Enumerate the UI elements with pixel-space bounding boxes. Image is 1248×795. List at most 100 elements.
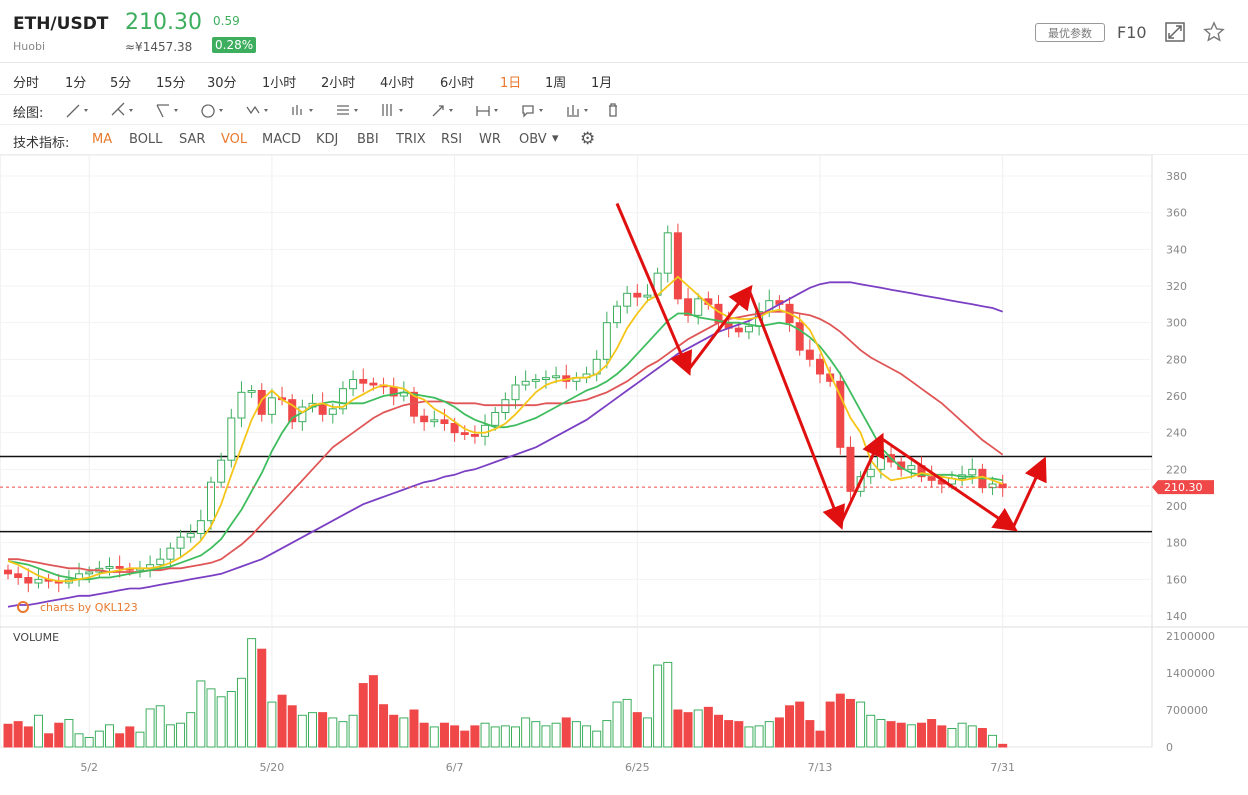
chart-area[interactable]: 140 160 180 200 220 240 260 280 300 320 340 360 380 0…: [0, 154, 1248, 791]
volume-bar: [977, 728, 987, 748]
volume-bar: [125, 726, 135, 748]
volume-bar: [287, 705, 297, 748]
indicator-sar[interactable]: SAR: [179, 132, 206, 147]
candle-body: [684, 298, 693, 316]
annotation-arrow: [747, 289, 845, 530]
price-chart[interactable]: 140 160 180 200 220 240 260 280 300 320 340 360 380 0…: [0, 154, 1248, 791]
volume-bar: [785, 705, 795, 748]
star-icon[interactable]: [1203, 21, 1225, 43]
timeframe-6[interactable]: 2小时: [321, 76, 356, 91]
timeframe-0[interactable]: 分时: [13, 76, 40, 91]
annotation-arrow: [1011, 456, 1047, 529]
price-change-percent: 0.28%: [212, 37, 257, 53]
indicator-more-icon[interactable]: ▾: [552, 131, 559, 146]
annotation-arrow: [686, 284, 753, 372]
candle-body: [531, 379, 540, 382]
candle-body: [613, 305, 621, 324]
timeframe-1[interactable]: 1分: [65, 76, 87, 91]
f10-button[interactable]: F10: [1117, 23, 1147, 42]
candle-body: [156, 558, 165, 566]
candle-body: [338, 388, 347, 410]
timeframe-9[interactable]: 1日: [500, 76, 522, 91]
optimal-params-button[interactable]: 最优参数: [1035, 23, 1105, 42]
volume-bar: [500, 725, 510, 748]
candle-body: [673, 232, 682, 300]
volume-bar: [795, 701, 805, 748]
timeframe-3[interactable]: 15分: [156, 76, 186, 91]
volume-bar: [693, 709, 703, 748]
wave-tool-icon[interactable]: [246, 105, 268, 115]
candle-body: [744, 325, 753, 333]
volume-bar: [551, 722, 561, 748]
candle-body: [511, 384, 520, 401]
arrow-tool-icon[interactable]: [432, 105, 453, 117]
indicator-boll[interactable]: BOLL: [129, 132, 163, 147]
candle-body: [430, 419, 439, 423]
settings-gear-icon[interactable]: ⚙: [580, 129, 596, 149]
candle-body: [663, 232, 672, 274]
candle-body: [328, 408, 337, 415]
date-tick-label: 6/25: [625, 761, 650, 774]
ma30-line: [8, 310, 1004, 573]
volume-bar: [348, 714, 358, 748]
drawing-tools: [66, 102, 617, 118]
candle-body: [34, 578, 43, 584]
timeframe-5[interactable]: 1小时: [262, 76, 297, 91]
candle-body: [897, 461, 906, 470]
gann-tool-icon[interactable]: [382, 104, 403, 116]
volume-bar: [988, 734, 998, 748]
timeframe-10[interactable]: 1周: [545, 76, 567, 91]
indicator-ma[interactable]: MA: [92, 132, 113, 147]
timeframe-2[interactable]: 5分: [110, 76, 132, 91]
indicator-bbi[interactable]: BBI: [357, 132, 379, 147]
fullscreen-icon[interactable]: [1165, 22, 1185, 42]
channel-tool-icon[interactable]: [156, 104, 178, 118]
text-tool-icon[interactable]: [522, 105, 543, 118]
volume-bar: [409, 709, 419, 748]
price-tick-label: 340: [1166, 243, 1187, 256]
candle-body: [257, 390, 266, 415]
candle-body: [359, 379, 368, 384]
volume-tick-label: 0: [1166, 741, 1173, 754]
timeframe-8[interactable]: 6小时: [440, 76, 475, 91]
watermark-logo-icon: [17, 601, 29, 613]
price-tick-label: 240: [1166, 427, 1187, 440]
volume-bar: [3, 723, 13, 748]
line-tool-icon[interactable]: [66, 104, 88, 118]
date-tick-label: 7/31: [990, 761, 1015, 774]
fibonacci-tool-icon[interactable]: [337, 105, 358, 115]
volume-bar: [13, 721, 23, 748]
delete-tool-icon[interactable]: [609, 103, 617, 117]
annotation-arrow: [838, 432, 885, 525]
indicator-tool-icon[interactable]: [567, 105, 588, 117]
volume-bar: [490, 726, 500, 748]
pair-symbol: ETH/USDT: [13, 14, 109, 34]
annotation-arrow: [615, 202, 693, 376]
indicator-rsi[interactable]: RSI: [441, 132, 463, 147]
volume-bar: [896, 722, 906, 748]
timeframe-7[interactable]: 4小时: [380, 76, 415, 91]
volume-bar: [592, 730, 602, 748]
shape-tool-icon[interactable]: [201, 104, 223, 118]
indicator-trix[interactable]: TRIX: [396, 132, 426, 147]
indicator-macd[interactable]: MACD: [262, 132, 301, 147]
indicator-obv[interactable]: OBV: [519, 132, 547, 147]
volume-bar: [54, 722, 64, 748]
volume-bar: [64, 719, 74, 748]
timeframe-11[interactable]: 1月: [591, 76, 613, 91]
candle-body: [552, 375, 561, 379]
pattern-tool-icon[interactable]: [292, 105, 313, 115]
candle-body: [176, 536, 185, 549]
volume-bar: [906, 724, 916, 748]
timeframe-4[interactable]: 30分: [207, 76, 237, 91]
volume-bar: [338, 721, 348, 748]
candle-body: [866, 468, 875, 478]
indicator-wr[interactable]: WR: [479, 132, 501, 147]
candle-body: [795, 322, 804, 351]
ray-tool-icon[interactable]: [111, 102, 133, 116]
candle-body: [694, 298, 703, 316]
measure-tool-icon[interactable]: [476, 106, 498, 116]
indicator-kdj[interactable]: KDJ: [316, 132, 339, 147]
volume-bar: [724, 720, 734, 748]
indicator-vol[interactable]: VOL: [221, 132, 248, 147]
